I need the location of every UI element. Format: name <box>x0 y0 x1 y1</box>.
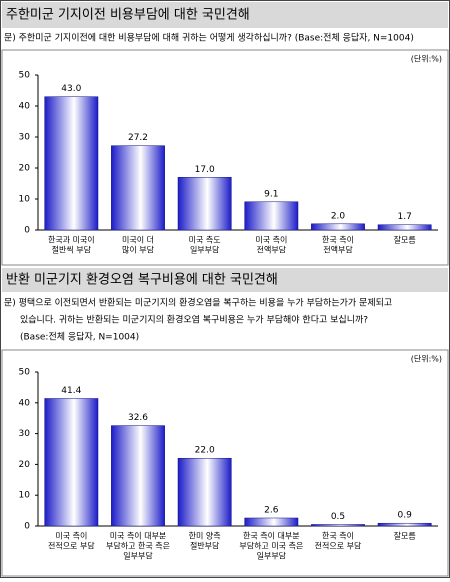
x-tick-label: 전액부담 <box>323 245 353 255</box>
unit-label: (단위:%) <box>411 54 442 64</box>
x-tick-label: 일부부담 <box>123 551 153 561</box>
bar <box>244 517 299 527</box>
x-tick-label: 미국이 더 <box>122 235 154 245</box>
value-label: 0.9 <box>398 511 413 521</box>
x-tick-label: 절반씩 부담 <box>52 245 92 255</box>
question: (Base:전체 응답자, N=1004) <box>20 331 139 343</box>
value-label: 17.0 <box>195 165 215 175</box>
x-tick-label: 미국 측이 <box>255 235 287 245</box>
y-tick-label: 10 <box>19 491 31 501</box>
y-tick-label: 40 <box>19 398 31 408</box>
bar <box>311 524 365 527</box>
section-title: 반환 미군기지 환경오염 복구비용에 대한 국민견해 <box>6 273 278 288</box>
bar <box>111 425 165 527</box>
bar <box>177 457 232 527</box>
x-tick-label: 잘모름 <box>394 532 416 541</box>
bar <box>44 398 99 527</box>
title-bar <box>2 2 448 28</box>
y-tick-label: 10 <box>19 195 31 205</box>
question: 있습니다. 귀하는 반환되는 미군기지의 환경오염 복구비용은 누가 부담해야 … <box>20 314 368 326</box>
x-tick-label: 전적으로 부담 <box>315 541 362 551</box>
bar <box>44 96 99 231</box>
x-tick-label: 많이 부담 <box>122 245 155 255</box>
bar <box>111 145 165 231</box>
question: 문) 주한미군 기지이전에 대한 비용부담에 대해 귀하는 어떻게 생각하십니까… <box>4 32 414 44</box>
bar <box>244 201 299 231</box>
x-tick-label: 한국 측이 <box>322 235 354 245</box>
y-tick-label: 0 <box>24 522 30 532</box>
bar <box>377 224 432 231</box>
x-tick-label: 한국 측이 대부분 <box>243 531 300 541</box>
value-label: 41.4 <box>61 386 81 396</box>
x-tick-label: 미국 측이 대부분 <box>110 531 167 541</box>
value-label: 2.0 <box>331 211 346 221</box>
x-tick-label: 부담하고 미국 측은 <box>239 541 303 551</box>
x-tick-label: 절반부담 <box>190 541 220 551</box>
y-tick-label: 30 <box>19 429 31 439</box>
title-bar <box>2 268 448 292</box>
value-label: 43.0 <box>61 84 81 94</box>
x-tick-label: 전적으로 부담 <box>48 541 95 551</box>
unit-label: (단위:%) <box>411 354 442 364</box>
x-tick-label: 한국 측이 <box>322 531 354 541</box>
x-tick-label: 부담하고 한국 측은 <box>106 541 170 551</box>
y-tick-label: 50 <box>19 368 31 378</box>
y-tick-label: 30 <box>19 133 31 143</box>
value-label: 27.2 <box>128 133 148 143</box>
bar <box>377 522 432 527</box>
bar <box>311 223 365 231</box>
y-tick-label: 0 <box>24 226 30 236</box>
question: 문) 평택으로 이전되면서 반환되는 미군기지의 환경오염을 복구하는 비용을 … <box>4 297 392 309</box>
x-tick-label: 전액부담 <box>257 245 287 255</box>
x-tick-label: 미국 측도 <box>189 236 221 245</box>
value-label: 22.0 <box>195 446 215 456</box>
x-tick-label: 미국 측이 <box>55 531 87 541</box>
y-tick-label: 20 <box>19 460 31 470</box>
y-tick-label: 40 <box>19 102 31 112</box>
x-tick-label: 한미 양측 <box>189 532 221 541</box>
x-tick-label: 일부부담 <box>190 245 220 255</box>
x-tick-label: 잘모름 <box>394 236 416 245</box>
value-label: 9.1 <box>264 189 278 199</box>
value-label: 0.5 <box>331 512 345 522</box>
value-label: 32.6 <box>128 413 148 423</box>
value-label: 2.6 <box>264 505 279 515</box>
y-tick-label: 20 <box>19 164 31 174</box>
x-tick-label: 일부부담 <box>257 551 287 561</box>
section-title: 주한미군 기지이전 비용부담에 대한 국민견해 <box>6 8 250 23</box>
y-tick-label: 50 <box>19 71 31 81</box>
x-tick-label: 한국과 미국이 <box>48 235 95 245</box>
bar <box>177 177 232 231</box>
value-label: 1.7 <box>398 212 412 222</box>
